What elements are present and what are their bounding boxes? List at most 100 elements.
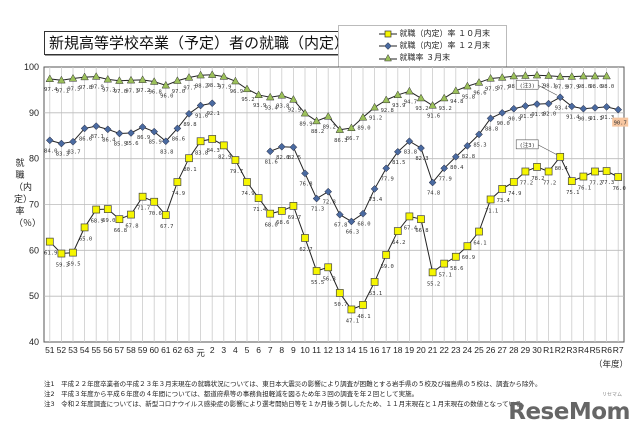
data-point [590,71,600,80]
data-label: 74.9 [508,191,521,197]
data-point [68,73,78,82]
data-point [91,72,101,80]
data-label: 78.2 [531,176,544,182]
triangle-marker-icon [379,53,397,61]
data-label: 93.9 [253,103,266,109]
data-label: 85.6 [125,141,138,147]
data-point [80,72,89,81]
data-point [277,142,286,151]
data-point [138,192,147,201]
data-point [602,167,611,175]
data-label: 69.0 [102,218,115,224]
data-label: 70.6 [149,211,162,217]
data-point [69,248,77,257]
data-point [80,223,89,232]
legend-item-october: 就職（内定）率 １０月末 [379,28,490,40]
callout-text: (注3) [519,141,534,149]
data-point [405,86,414,95]
data-point [497,73,507,81]
x-tick-label: 10 [300,345,310,355]
data-point [231,76,240,85]
data-label: 76.0 [613,186,626,192]
data-label: 97.9 [566,85,579,91]
data-label: 97.4 [44,87,58,93]
note-1: 注1 平成２２年度卒業者の平成２３年３月末現在の就職状況については、東日本大震災… [44,380,542,388]
data-point [486,114,495,123]
data-label: 88.2 [311,129,324,135]
data-label: 97.9 [91,85,104,91]
data-point [242,84,252,93]
data-label: 82.8 [462,154,475,160]
x-tick-label: R4 [578,345,589,355]
data-label: 94.7 [404,99,417,105]
data-point [567,102,576,111]
data-label: 95.8 [462,94,475,100]
x-tick-label: 4 [233,345,238,355]
callout-box [515,139,539,150]
data-label: 97.0 [172,89,185,95]
x-tick-label: R1 [543,345,554,355]
data-point [289,95,298,103]
data-point [509,104,518,113]
data-point [463,81,472,90]
data-label: 90.9 [578,117,591,123]
data-point [602,103,611,111]
y-tick-label: 40 [29,337,39,347]
data-label: 67.8 [125,224,138,230]
data-point [185,154,193,163]
data-label: 82.3 [415,156,428,162]
data-point [300,108,310,117]
data-point [544,99,553,108]
series-square: 61.959.359.565.068.969.066.867.871.770.6… [44,135,626,324]
data-point [347,217,356,226]
chart-legend: 就職（内定）率 １０月末 就職（内定）率 １２月末 就職率 ３月末 [338,25,507,68]
data-label: 71.4 [253,207,267,213]
x-tick-label: 59 [138,345,148,355]
x-tick-label: 3 [221,345,226,355]
data-label: 87.1 [91,134,104,140]
data-point [127,210,135,219]
data-label: 93.2 [415,106,428,112]
data-point [428,100,437,109]
data-label: 65.0 [79,236,92,242]
data-point [301,169,309,178]
data-label: 77.2 [520,181,533,187]
data-point [370,102,379,111]
data-label: 59.0 [381,264,394,270]
data-point [475,130,483,139]
data-point [463,141,472,150]
data-point [417,144,425,152]
data-point [185,109,193,118]
data-label: 77.9 [439,176,452,182]
data-point [173,178,182,186]
data-point [277,207,286,215]
data-label: 97.3 [102,87,115,93]
data-label: 82.6 [276,155,289,161]
data-point [324,187,333,196]
data-point [474,78,484,86]
data-point [439,93,449,102]
data-label: 97.8 [79,85,92,91]
data-label: 98.2 [195,83,208,89]
data-label: 83.8 [160,149,173,155]
data-point [532,70,542,79]
x-tick-label: 16 [370,345,380,355]
data-point [428,268,437,277]
data-point [208,99,217,108]
data-point [289,202,298,210]
data-point [555,72,565,80]
data-point [359,301,367,309]
data-label: 85.3 [473,142,486,148]
data-point [521,102,530,110]
data-label: 80.4 [555,166,569,172]
x-tick-label: R7 [613,345,624,355]
data-label: 84.0 [44,148,57,154]
data-label: 91.6 [427,114,440,120]
data-label: 90.0 [497,121,510,127]
data-point [208,135,217,143]
data-label: 97.1 [125,88,138,94]
data-point [544,167,553,176]
data-label: 71.7 [137,206,150,212]
data-label: 71.3 [311,207,324,213]
data-label: 80.4 [450,165,464,171]
